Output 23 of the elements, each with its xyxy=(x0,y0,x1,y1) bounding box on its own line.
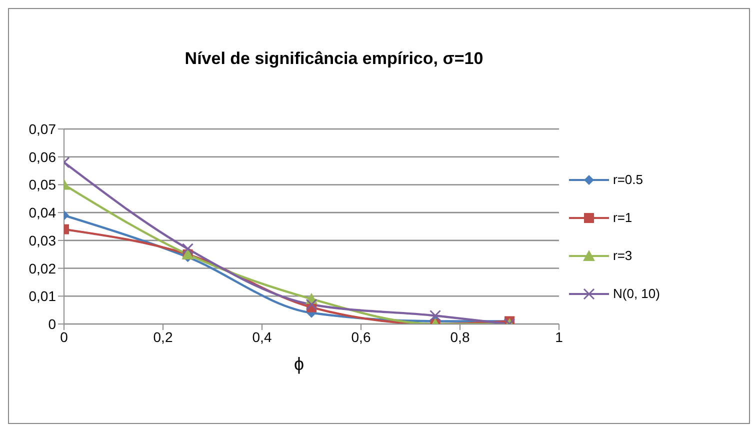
y-tick-label: 0,06 xyxy=(28,148,56,165)
point xyxy=(430,310,441,322)
y-tick-label: 0,04 xyxy=(28,204,56,221)
x-axis-title: ϕ xyxy=(292,354,306,375)
point xyxy=(182,243,194,255)
y-tick-label: 0 xyxy=(48,316,56,332)
x-tick-label: 0,6 xyxy=(351,328,371,345)
point xyxy=(306,298,318,310)
y-tick-label: 0,02 xyxy=(28,260,56,276)
y-tick-label: 0,03 xyxy=(28,232,56,248)
legend-label: r=1 xyxy=(613,210,632,225)
legend-label: N(0, 10) xyxy=(613,286,660,301)
legend-label: r=0.5 xyxy=(613,172,643,187)
x-tick-label: 0 xyxy=(60,328,68,345)
x-tick-label: 1 xyxy=(555,328,564,345)
y-tick-label: 0,01 xyxy=(28,288,56,304)
x-tick-label: 0,4 xyxy=(252,328,272,345)
x-tick-label: 0,8 xyxy=(450,328,470,345)
legend-label: r=3 xyxy=(613,248,632,263)
y-tick-label: 0,07 xyxy=(28,120,56,137)
y-tick-label: 0,05 xyxy=(28,176,56,193)
x-tick-label: 0,2 xyxy=(153,328,173,345)
chart-title: Nível de significância empírico, σ=10 xyxy=(184,49,484,69)
